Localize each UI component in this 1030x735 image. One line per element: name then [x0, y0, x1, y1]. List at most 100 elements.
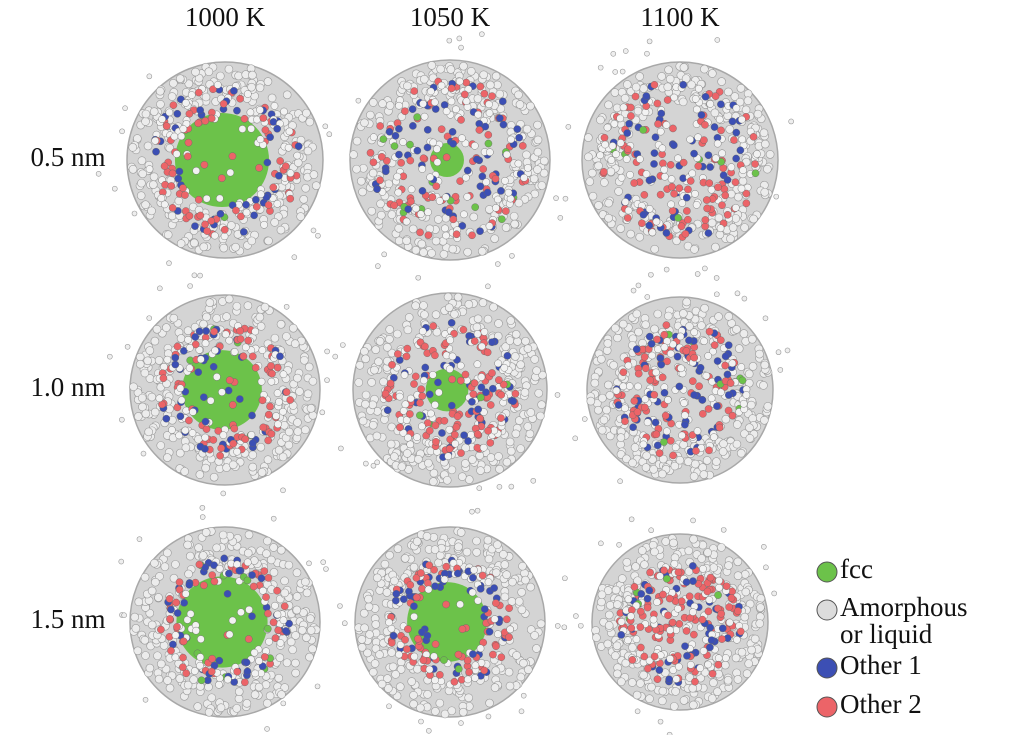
atom	[600, 178, 609, 187]
atom	[464, 675, 472, 684]
atom	[486, 439, 495, 447]
atom	[204, 707, 214, 717]
atom	[721, 654, 730, 662]
atom	[418, 187, 427, 195]
atom	[536, 411, 545, 421]
atom	[390, 576, 399, 586]
atom	[706, 623, 715, 632]
stray-atom	[476, 485, 483, 492]
atom	[378, 99, 387, 108]
atom	[407, 197, 415, 206]
atom	[637, 643, 645, 652]
atom	[476, 644, 485, 653]
atom	[370, 365, 379, 375]
atom	[406, 156, 415, 165]
atom	[627, 624, 636, 632]
stray-atom	[340, 342, 346, 348]
atom	[276, 319, 286, 329]
atom	[630, 179, 638, 187]
atom	[460, 90, 469, 99]
atom	[616, 224, 625, 233]
atom	[474, 596, 482, 605]
stray-atom	[648, 527, 654, 534]
atom	[602, 346, 612, 355]
atom	[373, 185, 381, 193]
atom	[489, 650, 497, 659]
atom	[180, 599, 188, 607]
stray-atom	[469, 508, 475, 515]
stray-atom	[509, 253, 515, 259]
atom	[632, 690, 642, 700]
atom	[253, 115, 261, 124]
atom	[403, 344, 412, 353]
atom	[721, 414, 731, 424]
atom	[628, 643, 637, 652]
atom	[706, 643, 714, 652]
atom	[677, 364, 685, 373]
atom	[411, 372, 420, 381]
atom	[707, 394, 716, 403]
stray-atom	[777, 367, 784, 373]
atom	[430, 652, 438, 661]
atom	[457, 376, 465, 385]
atom	[597, 354, 606, 364]
stray-atom	[714, 291, 720, 298]
stray-atom	[714, 37, 721, 43]
atom	[765, 150, 775, 159]
atom	[606, 167, 616, 176]
atom	[506, 446, 516, 456]
atom	[707, 636, 716, 644]
atom	[271, 601, 279, 610]
atom	[269, 118, 278, 126]
atom	[470, 566, 478, 574]
atom	[651, 418, 660, 427]
atom	[672, 236, 681, 246]
atom	[697, 111, 706, 119]
atom	[233, 106, 241, 115]
atom	[261, 126, 270, 134]
atom	[250, 211, 258, 220]
atom	[432, 438, 440, 446]
atom	[658, 144, 667, 153]
legend-label: fcc	[840, 554, 873, 584]
atom	[349, 150, 358, 159]
stray-atom	[323, 566, 329, 572]
atom	[145, 165, 154, 173]
atom	[728, 359, 737, 368]
atom	[282, 332, 291, 341]
atom	[663, 96, 672, 104]
atom	[599, 415, 609, 425]
atom	[659, 159, 667, 168]
atom	[713, 402, 721, 410]
atom	[279, 407, 287, 416]
atom	[191, 333, 200, 341]
atom	[481, 605, 489, 613]
atom	[759, 381, 768, 390]
atom	[409, 122, 417, 130]
atom	[684, 215, 692, 224]
atom	[502, 207, 510, 215]
atom	[460, 431, 468, 440]
atom	[408, 105, 417, 113]
atom	[156, 659, 166, 669]
atom	[448, 128, 457, 136]
atom	[417, 385, 425, 393]
atom	[291, 631, 300, 640]
atom	[273, 610, 282, 619]
atom	[194, 368, 203, 376]
atom	[158, 115, 166, 123]
atom	[706, 163, 715, 171]
atom	[645, 205, 654, 213]
atom	[719, 439, 728, 448]
stray-atom	[142, 696, 149, 703]
atom	[228, 152, 237, 160]
stray-atom	[280, 700, 287, 707]
atom	[738, 135, 747, 144]
atom	[385, 127, 394, 136]
atom	[714, 654, 723, 662]
atom	[196, 211, 205, 220]
atom	[405, 587, 413, 596]
atom	[131, 624, 141, 633]
atom	[262, 593, 270, 601]
atom	[494, 195, 502, 204]
